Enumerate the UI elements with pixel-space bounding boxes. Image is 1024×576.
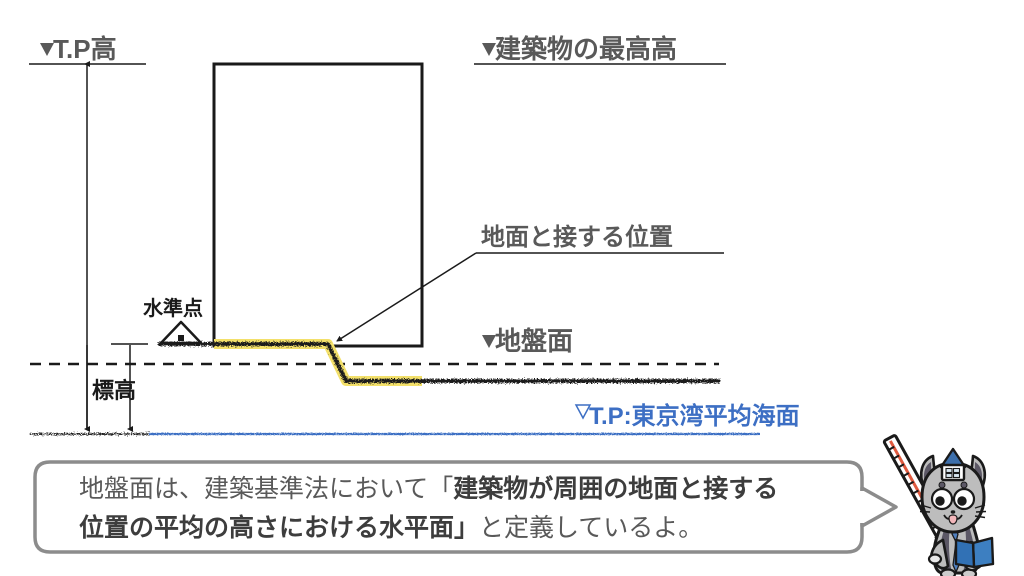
svg-text:地面と接する位置: 地面と接する位置 — [481, 223, 673, 251]
svg-text:建築物の最高高: 建築物の最高高 — [495, 34, 677, 64]
svg-text:位置の平均の高さにおける水平面」と定義しているよ。: 位置の平均の高さにおける水平面」と定義しているよ。 — [79, 513, 703, 542]
svg-text:地盤面: 地盤面 — [495, 326, 573, 356]
svg-text:標高: 標高 — [92, 378, 136, 403]
svg-text:T.P:東京湾平均海面: T.P:東京湾平均海面 — [589, 402, 800, 430]
svg-text:T.P高: T.P高 — [53, 34, 117, 64]
svg-text:水準点: 水準点 — [143, 296, 203, 320]
svg-text:地盤面は、建築基準法において「建築物が周囲の地面と接する: 地盤面は、建築基準法において「建築物が周囲の地面と接する — [79, 474, 778, 503]
